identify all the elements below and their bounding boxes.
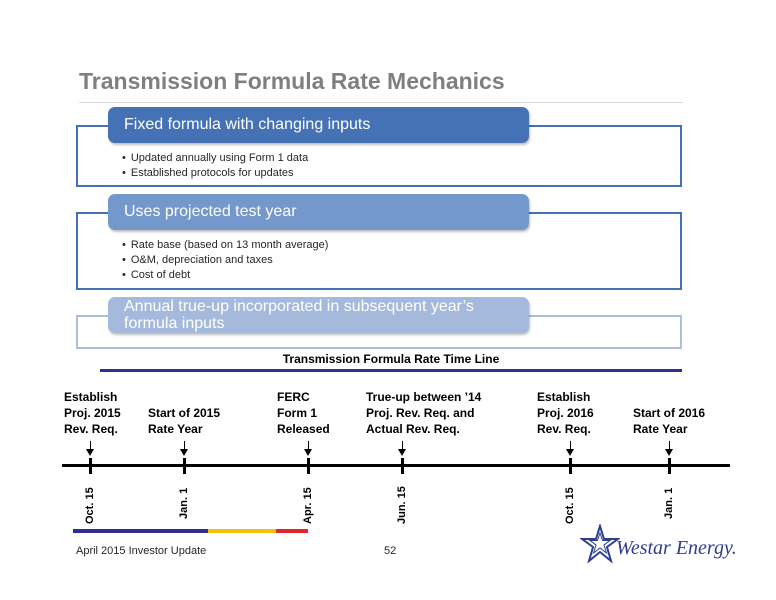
slide-title: Transmission Formula Rate Mechanics <box>79 68 505 94</box>
date-label: Jan. 1 <box>178 487 190 519</box>
bullet-item: Updated annually using Form 1 data <box>122 151 308 166</box>
arrow-down-icon <box>398 449 406 456</box>
arrow-down-icon <box>669 441 670 450</box>
timeline-tick <box>668 458 671 474</box>
date-label: Jan. 1 <box>663 487 675 519</box>
timeline-tick <box>89 458 92 474</box>
event-start-2016: Start of 2016 Rate Year <box>633 406 706 436</box>
timeline-tick <box>183 458 186 474</box>
box-heading-annual-true-up: Annual true-up incorporated in subsequen… <box>108 297 529 333</box>
period-bar-yellow <box>208 529 276 533</box>
arrow-down-icon <box>308 441 309 450</box>
page-number: 52 <box>384 545 397 557</box>
arrow-down-icon <box>566 449 574 456</box>
date-label: Oct. 15 <box>84 487 96 524</box>
timeline-title: Transmission Formula Rate Time Line <box>282 352 500 366</box>
date-label: Oct. 15 <box>564 487 576 524</box>
arrow-down-icon <box>570 441 571 450</box>
arrow-down-icon <box>180 449 188 456</box>
timeline-tick <box>401 458 404 474</box>
arrow-down-icon <box>665 449 673 456</box>
event-establish-2015: Establish Proj. 2015 Rev. Req. <box>64 390 121 436</box>
event-ferc-form1: FERC Form 1 Released <box>277 390 330 436</box>
bullet-item: Established protocols for updates <box>122 166 308 181</box>
event-true-up: True-up between ’14 Proj. Rev. Req. and … <box>366 390 482 436</box>
date-label: Apr. 15 <box>302 487 314 524</box>
arrow-down-icon <box>304 449 312 456</box>
bullet-item: Rate base (based on 13 month average) <box>122 238 329 253</box>
arrow-down-icon <box>402 441 403 450</box>
arrow-down-icon <box>90 441 91 450</box>
bullet-item: O&M, depreciation and taxes <box>122 253 328 268</box>
star-icon <box>580 524 620 564</box>
logo-text: Westar Energy. <box>616 537 737 559</box>
period-bar-red <box>276 529 308 533</box>
timeline-tick <box>569 458 572 474</box>
bullet-list-fixed-formula: Updated annually using Form 1 data Estab… <box>122 151 308 181</box>
bullet-item: Cost of debt <box>122 268 328 283</box>
arrow-down-icon <box>184 441 185 450</box>
date-label: Jun. 15 <box>396 486 408 524</box>
box-heading-projected-test-year: Uses projected test year <box>108 194 529 230</box>
arrow-down-icon <box>86 449 94 456</box>
timeline-axis <box>62 464 730 467</box>
westar-logo: Westar Energy. <box>580 524 737 564</box>
period-bar-blue <box>73 529 208 533</box>
title-rule <box>79 102 683 103</box>
box-heading-fixed-formula: Fixed formula with changing inputs <box>108 107 529 143</box>
timeline-tick <box>307 458 310 474</box>
timeline-rule <box>100 369 682 372</box>
event-start-2015: Start of 2015 Rate Year <box>148 406 221 436</box>
footer-text: April 2015 Investor Update <box>76 545 207 557</box>
bullet-list-projected-test-year: Rate base (based on 13 month average) O&… <box>122 238 329 283</box>
event-establish-2016: Establish Proj. 2016 Rev. Req. <box>537 390 594 436</box>
